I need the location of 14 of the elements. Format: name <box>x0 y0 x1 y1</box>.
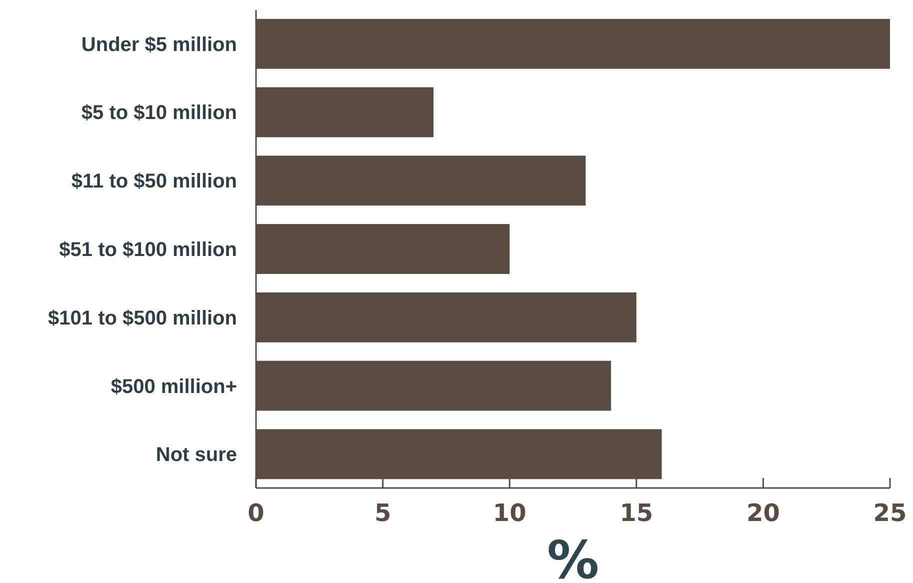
y-tick-label: $11 to $50 million <box>71 170 237 193</box>
y-tick-label: $101 to $500 million <box>48 307 237 330</box>
x-tick-label: 15 <box>620 499 654 527</box>
y-tick-label: Under $5 million <box>81 34 237 56</box>
x-tick-label: 5 <box>374 499 392 527</box>
x-tick-label: 0 <box>248 499 264 527</box>
x-tick-label: 25 <box>873 499 907 527</box>
y-tick-label: Not sure <box>156 444 237 466</box>
x-tick-label: 20 <box>746 499 780 527</box>
y-tick-label: $500 million+ <box>110 376 237 398</box>
x-tick-label: 10 <box>492 499 526 527</box>
y-tick-label: $51 to $100 million <box>59 239 237 261</box>
x-axis-title: % <box>546 531 600 583</box>
y-tick-label: $5 to $10 million <box>81 102 237 124</box>
